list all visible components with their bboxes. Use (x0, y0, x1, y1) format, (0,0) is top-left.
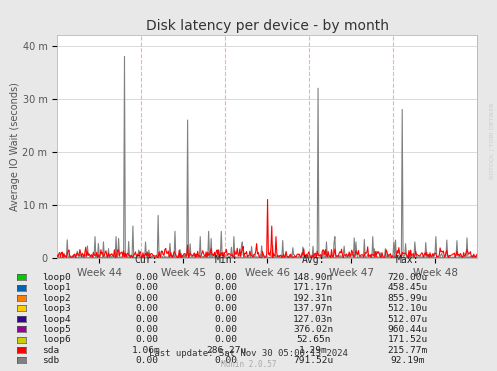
Text: loop4: loop4 (42, 315, 71, 324)
Text: 127.03n: 127.03n (293, 315, 333, 324)
Y-axis label: Average IO Wait (seconds): Average IO Wait (seconds) (9, 82, 20, 211)
Text: 0.00: 0.00 (135, 335, 158, 344)
Text: 0.00: 0.00 (215, 304, 238, 313)
Text: RDTOOL / TOBI OETIKER: RDTOOL / TOBI OETIKER (490, 103, 495, 179)
Text: 171.52u: 171.52u (388, 335, 427, 344)
Text: loop1: loop1 (42, 283, 71, 292)
Text: 0.00: 0.00 (215, 315, 238, 324)
Text: 0.00: 0.00 (215, 356, 238, 365)
Text: sdb: sdb (42, 356, 60, 365)
Text: 52.65n: 52.65n (296, 335, 331, 344)
Text: 0.00: 0.00 (135, 273, 158, 282)
Text: 171.17n: 171.17n (293, 283, 333, 292)
Text: 0.00: 0.00 (135, 315, 158, 324)
Text: 137.97n: 137.97n (293, 304, 333, 313)
Title: Disk latency per device - by month: Disk latency per device - by month (146, 19, 389, 33)
Text: 215.77m: 215.77m (388, 346, 427, 355)
Text: Avg:: Avg: (301, 255, 325, 265)
Text: 0.00: 0.00 (135, 356, 158, 365)
Text: 1.29m: 1.29m (299, 346, 328, 355)
Text: 0.00: 0.00 (215, 325, 238, 334)
Text: loop6: loop6 (42, 335, 71, 344)
Text: 286.27u: 286.27u (206, 346, 246, 355)
Text: 376.02n: 376.02n (293, 325, 333, 334)
Text: 148.90n: 148.90n (293, 273, 333, 282)
Text: 1.06m: 1.06m (132, 346, 161, 355)
Text: 0.00: 0.00 (135, 304, 158, 313)
Text: 0.00: 0.00 (215, 273, 238, 282)
Text: 458.45u: 458.45u (388, 283, 427, 292)
Text: 0.00: 0.00 (135, 325, 158, 334)
Text: 0.00: 0.00 (135, 283, 158, 292)
Text: 720.00u: 720.00u (388, 273, 427, 282)
Text: loop2: loop2 (42, 294, 71, 303)
Text: Max:: Max: (396, 255, 419, 265)
Text: Min:: Min: (214, 255, 238, 265)
Text: 512.07u: 512.07u (388, 315, 427, 324)
Text: 0.00: 0.00 (215, 335, 238, 344)
Text: loop5: loop5 (42, 325, 71, 334)
Text: 0.00: 0.00 (215, 294, 238, 303)
Text: loop3: loop3 (42, 304, 71, 313)
Text: 855.99u: 855.99u (388, 294, 427, 303)
Text: Munin 2.0.57: Munin 2.0.57 (221, 359, 276, 368)
Text: sda: sda (42, 346, 60, 355)
Text: 512.10u: 512.10u (388, 304, 427, 313)
Text: 92.19m: 92.19m (390, 356, 425, 365)
Text: Cur:: Cur: (135, 255, 159, 265)
Text: loop0: loop0 (42, 273, 71, 282)
Text: 791.52u: 791.52u (293, 356, 333, 365)
Text: 0.00: 0.00 (135, 294, 158, 303)
Text: 0.00: 0.00 (215, 283, 238, 292)
Text: 960.44u: 960.44u (388, 325, 427, 334)
Text: Last update: Sat Nov 30 05:00:13 2024: Last update: Sat Nov 30 05:00:13 2024 (149, 349, 348, 358)
Text: 192.31n: 192.31n (293, 294, 333, 303)
